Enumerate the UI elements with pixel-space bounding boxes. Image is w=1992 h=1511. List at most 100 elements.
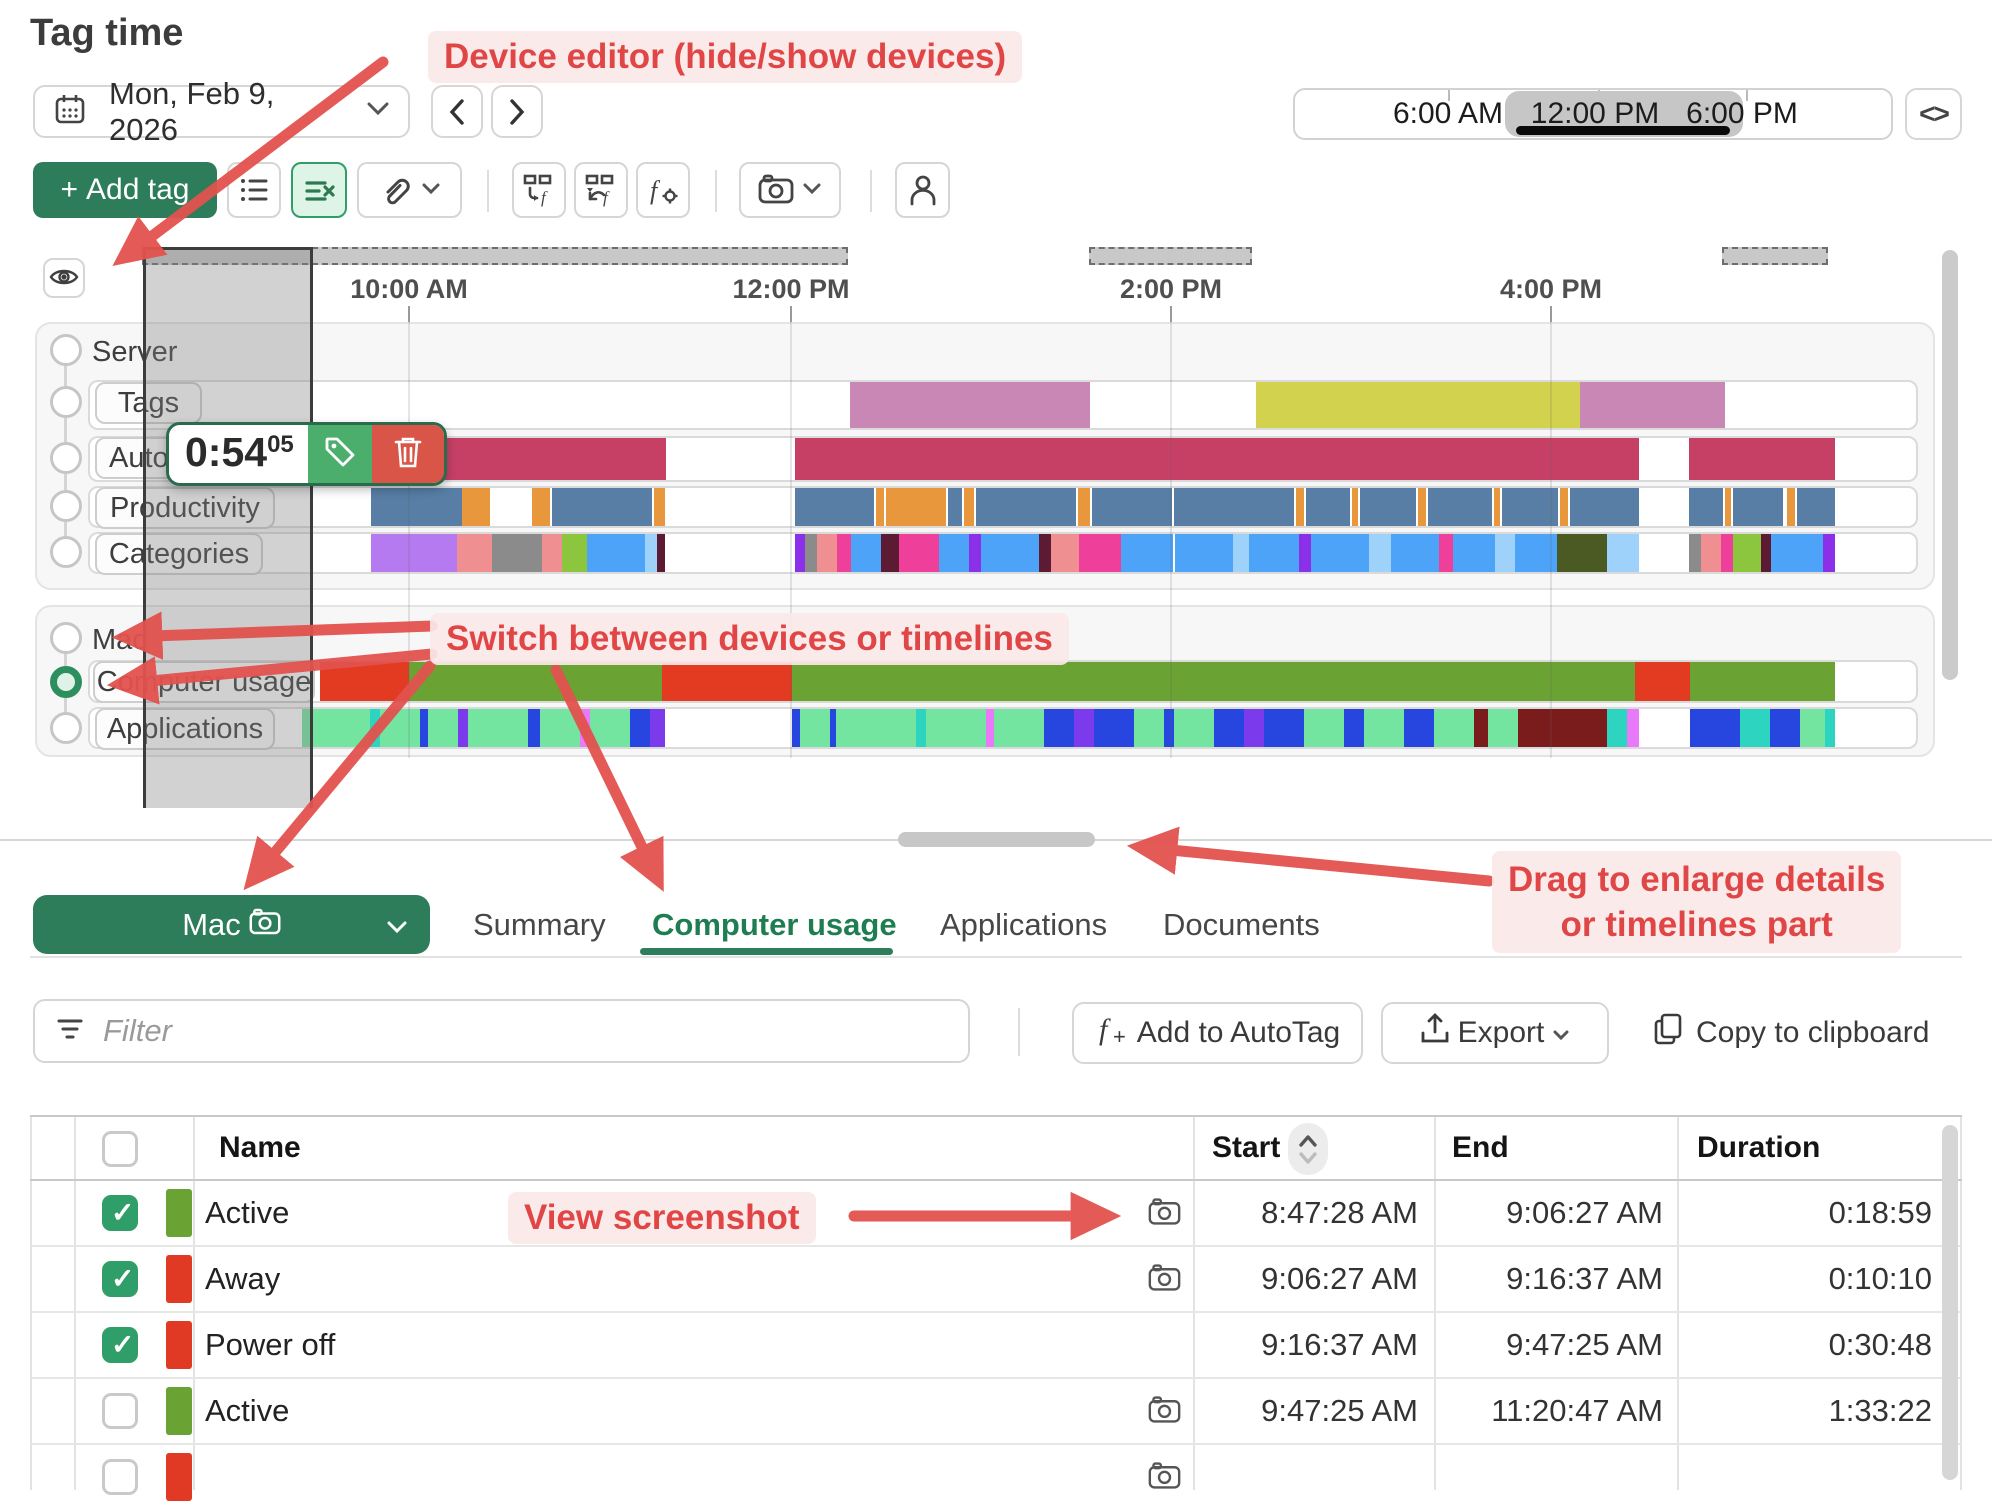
annotation-drag: Drag to enlarge details or timelines part (1492, 851, 1902, 953)
overview-tagged-segment[interactable] (1722, 247, 1828, 265)
axis-label-12pm: 12:00 PM (732, 274, 850, 304)
mac-device-radio[interactable] (50, 622, 82, 654)
column-header-duration[interactable]: Duration (1697, 1131, 1821, 1164)
row-checkbox[interactable] (102, 1195, 138, 1231)
add-tag-button[interactable]: + Add tag (33, 162, 217, 218)
camera-icon[interactable] (1148, 1395, 1181, 1429)
row-checkbox[interactable] (102, 1393, 138, 1429)
table-row[interactable]: Power off 9:16:37 AM 9:47:25 AM 0:30:48 (30, 1313, 1962, 1379)
tab-computer-usage[interactable]: Computer usage (652, 907, 897, 942)
range-label-6am: 6:00 AM (1392, 97, 1504, 130)
tab-applications[interactable]: Applications (940, 907, 1108, 942)
row-name: Active (205, 1393, 290, 1428)
camera-icon[interactable] (1148, 1461, 1181, 1495)
add-to-autotag-button[interactable]: f + Add to AutoTag (1072, 1002, 1363, 1064)
range-selection-bar[interactable] (1516, 126, 1730, 135)
list-view-button[interactable] (227, 162, 281, 218)
clear-selection-button[interactable] (291, 162, 347, 218)
categories-radio[interactable] (50, 536, 82, 568)
computer-usage-radio-selected[interactable] (50, 666, 82, 698)
reapply-autotags-button[interactable]: f (574, 162, 628, 218)
autotags-radio[interactable] (50, 442, 82, 474)
table-row[interactable] (30, 1445, 1962, 1511)
applications-row-pill[interactable]: Applications (95, 708, 275, 750)
annotation-view-screenshot: View screenshot (508, 1192, 816, 1244)
selection-duration: 0:54 05 (169, 425, 308, 483)
categories-timeline-track[interactable] (88, 532, 1918, 574)
filter-box[interactable] (33, 999, 970, 1063)
range-expand-button[interactable]: <> (1905, 88, 1962, 140)
categories-row-pill[interactable]: Categories (95, 533, 263, 575)
table-row[interactable]: Active 8:47:28 AM 9:06:27 AM 0:18:59 (30, 1181, 1962, 1247)
tags-timeline-track[interactable] (88, 380, 1918, 430)
chevron-down-icon (421, 182, 441, 199)
device-select-dropdown[interactable]: Mac (33, 895, 430, 954)
select-all-checkbox[interactable] (102, 1131, 138, 1167)
copy-to-clipboard-button[interactable]: Copy to clipboard (1652, 1002, 1929, 1064)
autotag-rules-button[interactable]: f (636, 162, 690, 218)
category-color-swatch (166, 1189, 192, 1237)
server-device-radio[interactable] (50, 334, 82, 366)
table-row[interactable]: Away 9:06:27 AM 9:16:37 AM 0:10:10 (30, 1247, 1962, 1313)
calendar-icon (53, 92, 87, 131)
axis-label-4pm: 4:00 PM (1499, 274, 1603, 304)
sort-toggle[interactable] (1288, 1123, 1328, 1175)
device-editor-eye-button[interactable] (43, 258, 85, 298)
filter-input[interactable] (101, 1012, 948, 1050)
applications-timeline-track[interactable] (88, 707, 1918, 749)
time-selection-band[interactable] (143, 247, 313, 808)
date-label: Mon, Feb 9, 2026 (109, 75, 275, 147)
column-header-start[interactable]: Start (1212, 1131, 1281, 1164)
tags-row-pill[interactable]: Tags (95, 382, 202, 424)
tags-radio[interactable] (50, 386, 82, 418)
drag-handle[interactable] (898, 832, 1095, 847)
overview-tagged-segment[interactable] (1089, 247, 1252, 265)
selection-tooltip: 0:54 05 (166, 422, 447, 486)
toolbar-divider (487, 170, 489, 212)
table-border (193, 1117, 195, 1490)
row-checkbox[interactable] (102, 1459, 138, 1495)
camera-icon[interactable] (1148, 1263, 1181, 1297)
link-tags-button[interactable] (357, 162, 462, 218)
page-title: Tag time (30, 12, 184, 54)
table-row[interactable]: Active 9:47:25 AM 11:20:47 AM 1:33:22 (30, 1379, 1962, 1445)
column-header-name[interactable]: Name (219, 1131, 301, 1164)
tag-selection-button[interactable] (307, 425, 372, 483)
tab-documents[interactable]: Documents (1163, 907, 1320, 942)
productivity-radio[interactable] (50, 490, 82, 522)
row-duration: 0:18:59 (1828, 1195, 1932, 1230)
applications-radio[interactable] (50, 712, 82, 744)
timeline-scrollbar[interactable] (1942, 250, 1958, 680)
category-color-swatch (166, 1255, 192, 1303)
filter-icon (55, 1016, 85, 1047)
axis-tick (408, 306, 410, 322)
svg-text:f: f (603, 188, 610, 207)
tab-summary[interactable]: Summary (473, 907, 606, 942)
productivity-row-pill[interactable]: Productivity (95, 487, 275, 529)
table-scrollbar[interactable] (1942, 1125, 1958, 1480)
row-checkbox[interactable] (102, 1327, 138, 1363)
toolbar-divider (870, 170, 872, 212)
row-duration: 1:33:22 (1828, 1393, 1932, 1428)
user-button[interactable] (895, 162, 950, 218)
row-name: Power off (205, 1327, 336, 1362)
productivity-timeline-track[interactable] (88, 486, 1918, 528)
row-start: 9:16:37 AM (1261, 1327, 1418, 1362)
camera-icon[interactable] (1148, 1197, 1181, 1231)
delete-selection-button[interactable] (371, 425, 444, 483)
export-button[interactable]: Export (1381, 1002, 1609, 1064)
screenshots-button[interactable] (739, 162, 841, 218)
prev-day-button[interactable] (431, 85, 483, 138)
row-checkbox[interactable] (102, 1261, 138, 1297)
date-picker[interactable]: Mon, Feb 9, 2026 (33, 76, 410, 147)
computer-usage-timeline-track[interactable] (88, 660, 1918, 703)
row-start: 9:06:27 AM (1261, 1261, 1418, 1296)
svg-text:f: f (541, 188, 548, 207)
camera-icon (249, 907, 281, 943)
apply-autotags-button[interactable]: f (512, 162, 566, 218)
time-range-selector[interactable]: 6:00 AM 12:00 PM 6:00 PM (1293, 88, 1893, 140)
svg-text:+: + (1113, 1024, 1126, 1046)
range-label-12pm: 12:00 PM (1530, 97, 1660, 130)
column-header-end[interactable]: End (1452, 1131, 1509, 1164)
next-day-button[interactable] (491, 85, 543, 138)
